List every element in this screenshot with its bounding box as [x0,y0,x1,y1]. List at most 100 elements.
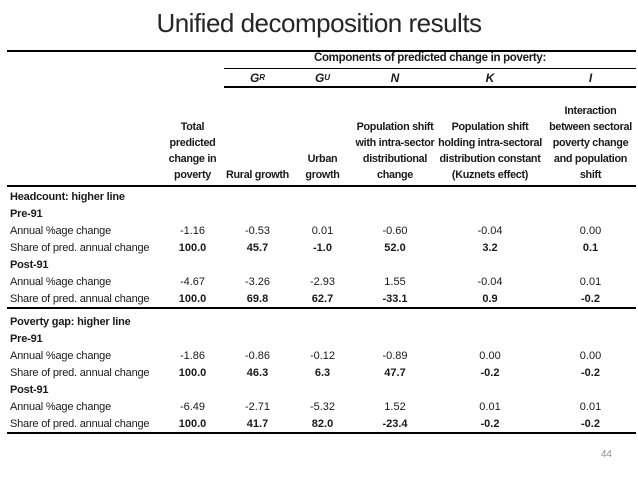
table-top-border [7,50,636,52]
row-label: Share of pred. annual change [10,417,150,430]
cell-value: 69.8 [246,292,269,305]
column-symbol: I [588,70,593,85]
cell-value: -0.04 [477,224,503,237]
cell-value: 0.01 [479,400,501,413]
cell-value: -0.86 [244,349,271,362]
period-heading: Pre-91 [8,205,636,222]
cell-value: -1.0 [313,241,332,254]
section-divider [7,307,636,309]
table-row: Annual %age change -1.16 -0.53 0.01 -0.60 -0.… [8,222,636,239]
cell-value: 62.7 [311,292,334,305]
header-bottom-border [7,185,636,187]
cell-value: -0.04 [477,275,503,288]
cell-value: -0.53 [244,224,271,237]
components-spanner-header: Components of predicted change in povert… [313,52,547,64]
cell-value: -0.89 [382,349,408,362]
cell-value: -33.1 [382,292,408,305]
column-header: Interaction between sectoral poverty cha… [549,105,632,181]
column-header: Population shift with intra-sector distr… [355,121,435,181]
row-label: Pre-91 [10,207,43,220]
column-headers-row: Total predicted change in poverty Rural g… [160,88,636,184]
row-label: Poverty gap: higher line [10,315,131,328]
cell-value: -3.26 [244,275,271,288]
cell-value: 100.0 [178,292,207,305]
row-label: Annual %age change [10,349,111,362]
cell-value: 45.7 [246,241,269,254]
cell-value: 100.0 [178,366,207,379]
cell-value: 47.7 [384,366,406,379]
cell-value: -0.2 [581,417,600,430]
cell-value: -0.12 [309,349,336,362]
cell-value: 82.0 [311,417,334,430]
cell-value: -2.71 [244,400,271,413]
table-row: Share of pred. annual change 100.0 69.8 62.… [8,290,636,307]
cell-value: 46.3 [246,366,269,379]
cell-value: -0.60 [382,224,408,237]
section-divider [7,432,636,434]
cell-value: 1.55 [384,275,406,288]
cell-value: -1.86 [179,349,206,362]
table-body: Headcount: higher line Pre-91 Annual %age … [7,188,636,434]
cell-value: 41.7 [246,417,269,430]
cell-value: 100.0 [178,241,207,254]
column-header: Rural growth [226,169,289,181]
table-row: Share of pred. annual change 100.0 46.3 6.3… [8,364,636,381]
column-symbol: N [390,70,400,85]
period-heading: Post-91 [8,256,636,273]
period-heading: Post-91 [8,381,636,398]
cell-value: 0.9 [482,292,498,305]
row-label: Pre-91 [10,332,43,345]
cell-value: 100.0 [178,417,207,430]
table-row: Annual %age change -1.86 -0.86 -0.12 -0.89 0.… [8,347,636,364]
row-label: Share of pred. annual change [10,366,150,379]
section-heading: Poverty gap: higher line [8,313,636,330]
cell-value: -2.93 [309,275,336,288]
row-label: Headcount: higher line [10,190,125,203]
symbols-underline [224,86,636,88]
cell-value: -0.2 [480,417,500,430]
cell-value: -23.4 [382,417,408,430]
cell-value: 0.01 [579,400,602,413]
column-header: Urban growth [305,153,340,181]
table-row: Share of pred. annual change 100.0 41.7 82.… [8,415,636,432]
row-label: Annual %age change [10,275,111,288]
table-row: Annual %age change -4.67 -3.26 -2.93 1.55 -0.… [8,273,636,290]
cell-value: -0.2 [581,366,600,379]
cell-value: 1.52 [384,400,406,413]
cell-value: 0.00 [579,224,602,237]
column-header: Population shift holding intra-sectoral … [438,121,542,181]
section-heading: Headcount: higher line [8,188,636,205]
cell-value: 0.00 [479,349,501,362]
cell-value: -6.49 [179,400,206,413]
page-number: 44 [600,449,612,460]
cell-value: -5.32 [309,400,336,413]
column-header: Total predicted change in poverty [168,121,217,181]
column-symbol: K [485,70,495,85]
row-label: Annual %age change [10,224,111,237]
cell-value: -0.2 [581,292,600,305]
row-label: Annual %age change [10,400,111,413]
cell-value: 0.1 [582,241,599,254]
row-label: Post-91 [10,258,49,271]
cell-value: 0.01 [311,224,334,237]
row-label: Share of pred. annual change [10,241,150,254]
cell-value: -0.2 [480,366,500,379]
cell-value: -1.16 [179,224,206,237]
cell-value: 0.01 [579,275,602,288]
table-row: Share of pred. annual change 100.0 45.7 -1.… [8,239,636,256]
cell-value: 3.2 [482,241,498,254]
row-label: Post-91 [10,383,49,396]
cell-value: 52.0 [384,241,406,254]
components-underline [224,68,636,69]
cell-value: -4.67 [179,275,206,288]
table-row: Annual %age change -6.49 -2.71 -5.32 1.52 0.0… [8,398,636,415]
row-label: Share of pred. annual change [10,292,150,305]
slide-title: Unified decomposition results [156,8,482,38]
period-heading: Pre-91 [8,330,636,347]
cell-value: 0.00 [579,349,602,362]
cell-value: 6.3 [314,366,331,379]
